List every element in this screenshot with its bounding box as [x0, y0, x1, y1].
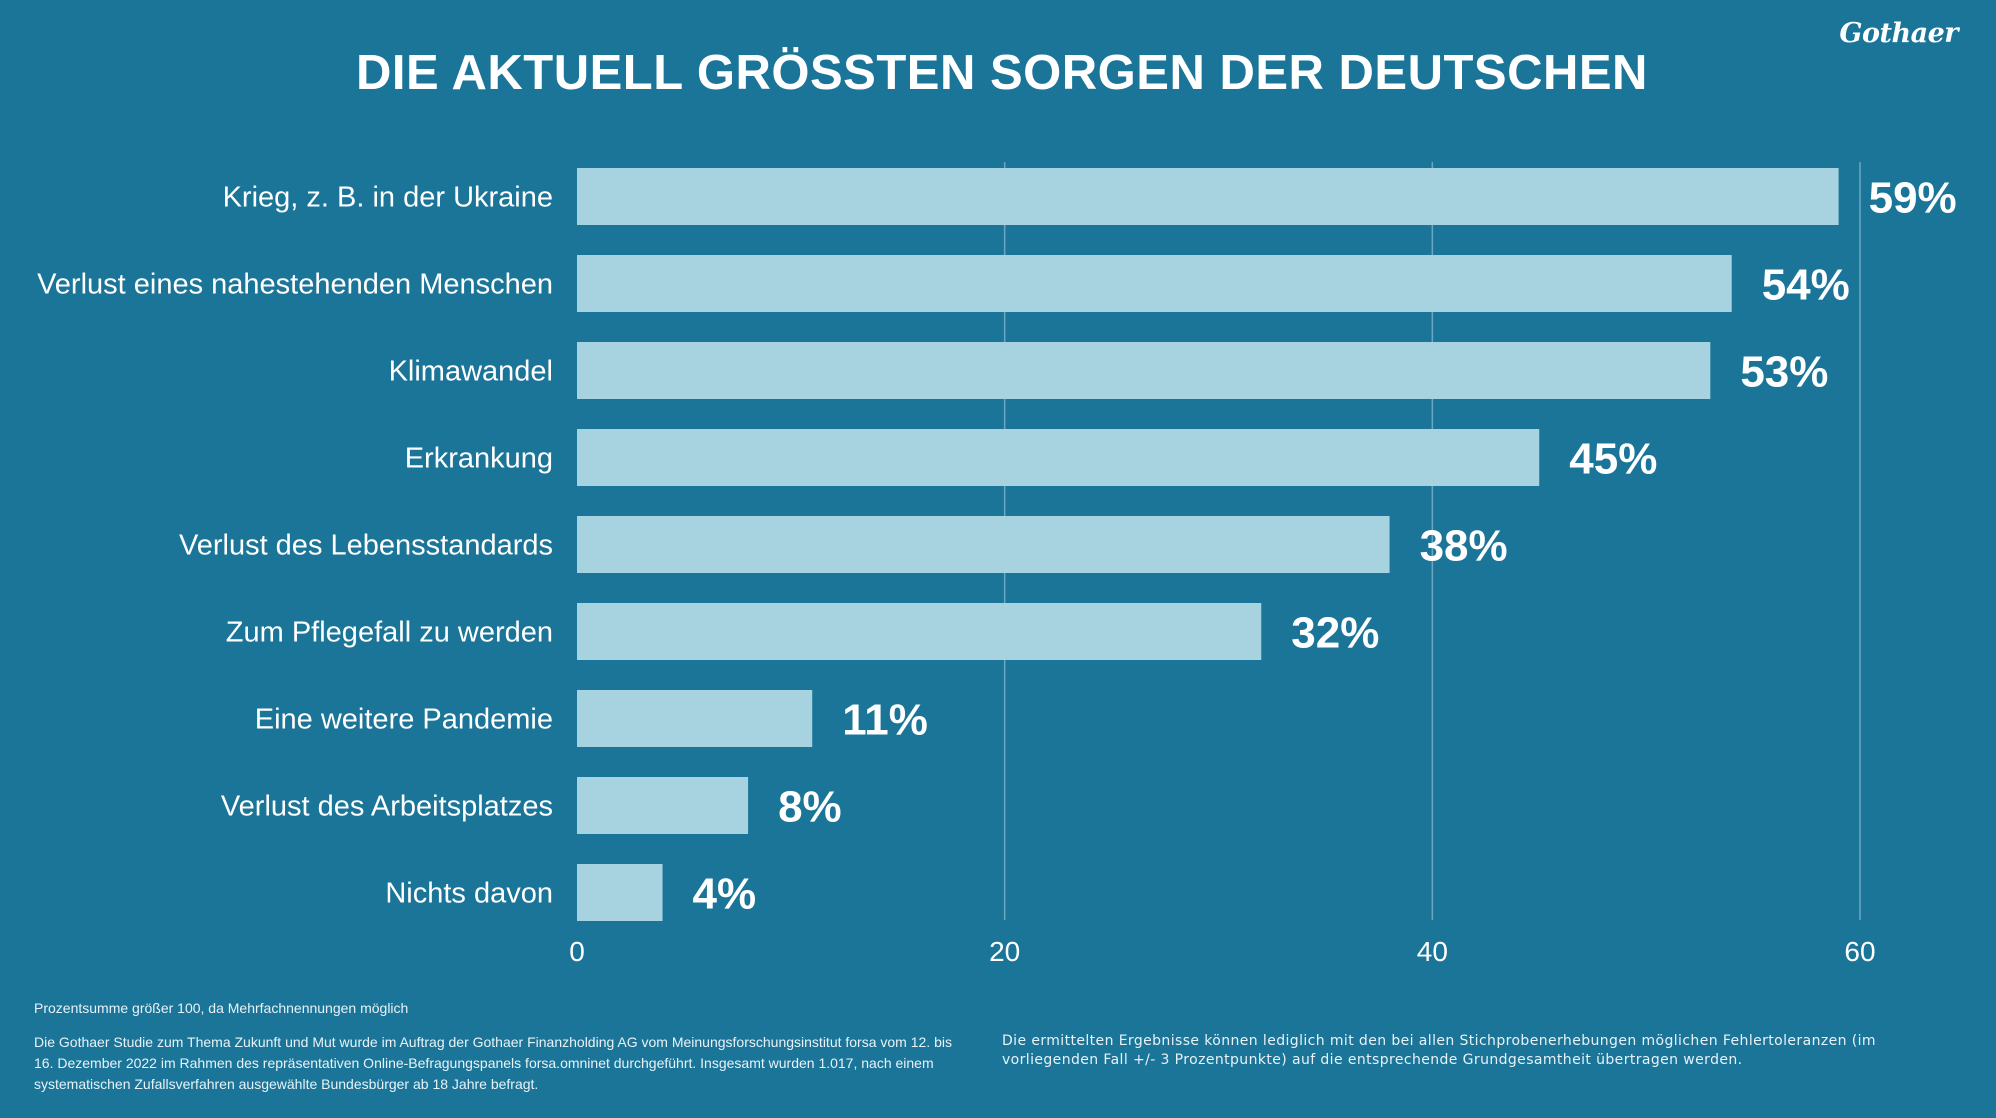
chart-title: DIE AKTUELL GRÖSSTEN SORGEN DER DEUTSCHE…	[356, 46, 1648, 100]
bar-chart: 0 20 40 60 Krieg, z. B. in der Ukraine 59% Ver…	[37, 162, 1957, 967]
category-label: Zum Pflegefall zu werden	[226, 617, 553, 649]
category-label: Nichts davon	[385, 878, 553, 910]
footnote-error-tolerance: Die ermittelten Ergebnisse können ledigl…	[1002, 1033, 1876, 1068]
bar	[577, 690, 813, 747]
value-label: 54%	[1762, 261, 1850, 310]
x-tick-label: 0	[569, 936, 585, 967]
value-label: 8%	[778, 783, 842, 832]
value-label: 32%	[1291, 609, 1379, 658]
x-tick-label: 20	[989, 936, 1020, 967]
bar	[577, 603, 1262, 660]
category-label: Verlust eines nahestehenden Menschen	[37, 269, 553, 301]
x-tick-label: 60	[1844, 936, 1875, 967]
value-label: 59%	[1869, 174, 1957, 223]
category-label: Krieg, z. B. in der Ukraine	[223, 182, 553, 214]
bar	[577, 864, 663, 921]
bar	[577, 516, 1390, 573]
category-label: Verlust des Lebensstandards	[179, 530, 553, 562]
bar	[577, 777, 749, 834]
bar	[577, 255, 1732, 312]
x-tick-label: 40	[1417, 936, 1448, 967]
value-label: 45%	[1569, 435, 1657, 484]
value-label: 4%	[693, 870, 757, 919]
footnote-multiple-answers: Prozentsumme größer 100, da Mehrfachnenn…	[34, 1000, 409, 1016]
bar	[577, 342, 1711, 399]
category-label: Klimawandel	[389, 356, 553, 388]
category-label: Eine weitere Pandemie	[255, 704, 553, 736]
value-label: 11%	[842, 696, 928, 745]
bar	[577, 429, 1540, 486]
category-label: Verlust des Arbeitsplatzes	[221, 791, 553, 823]
footnote-study-info: Die Gothaer Studie zum Thema Zukunft und…	[34, 1034, 952, 1092]
value-label: 53%	[1740, 348, 1828, 397]
category-label: Erkrankung	[405, 443, 553, 475]
value-label: 38%	[1420, 522, 1508, 571]
bar	[577, 168, 1839, 225]
gothaer-logo: Gothaer	[1839, 18, 1958, 49]
